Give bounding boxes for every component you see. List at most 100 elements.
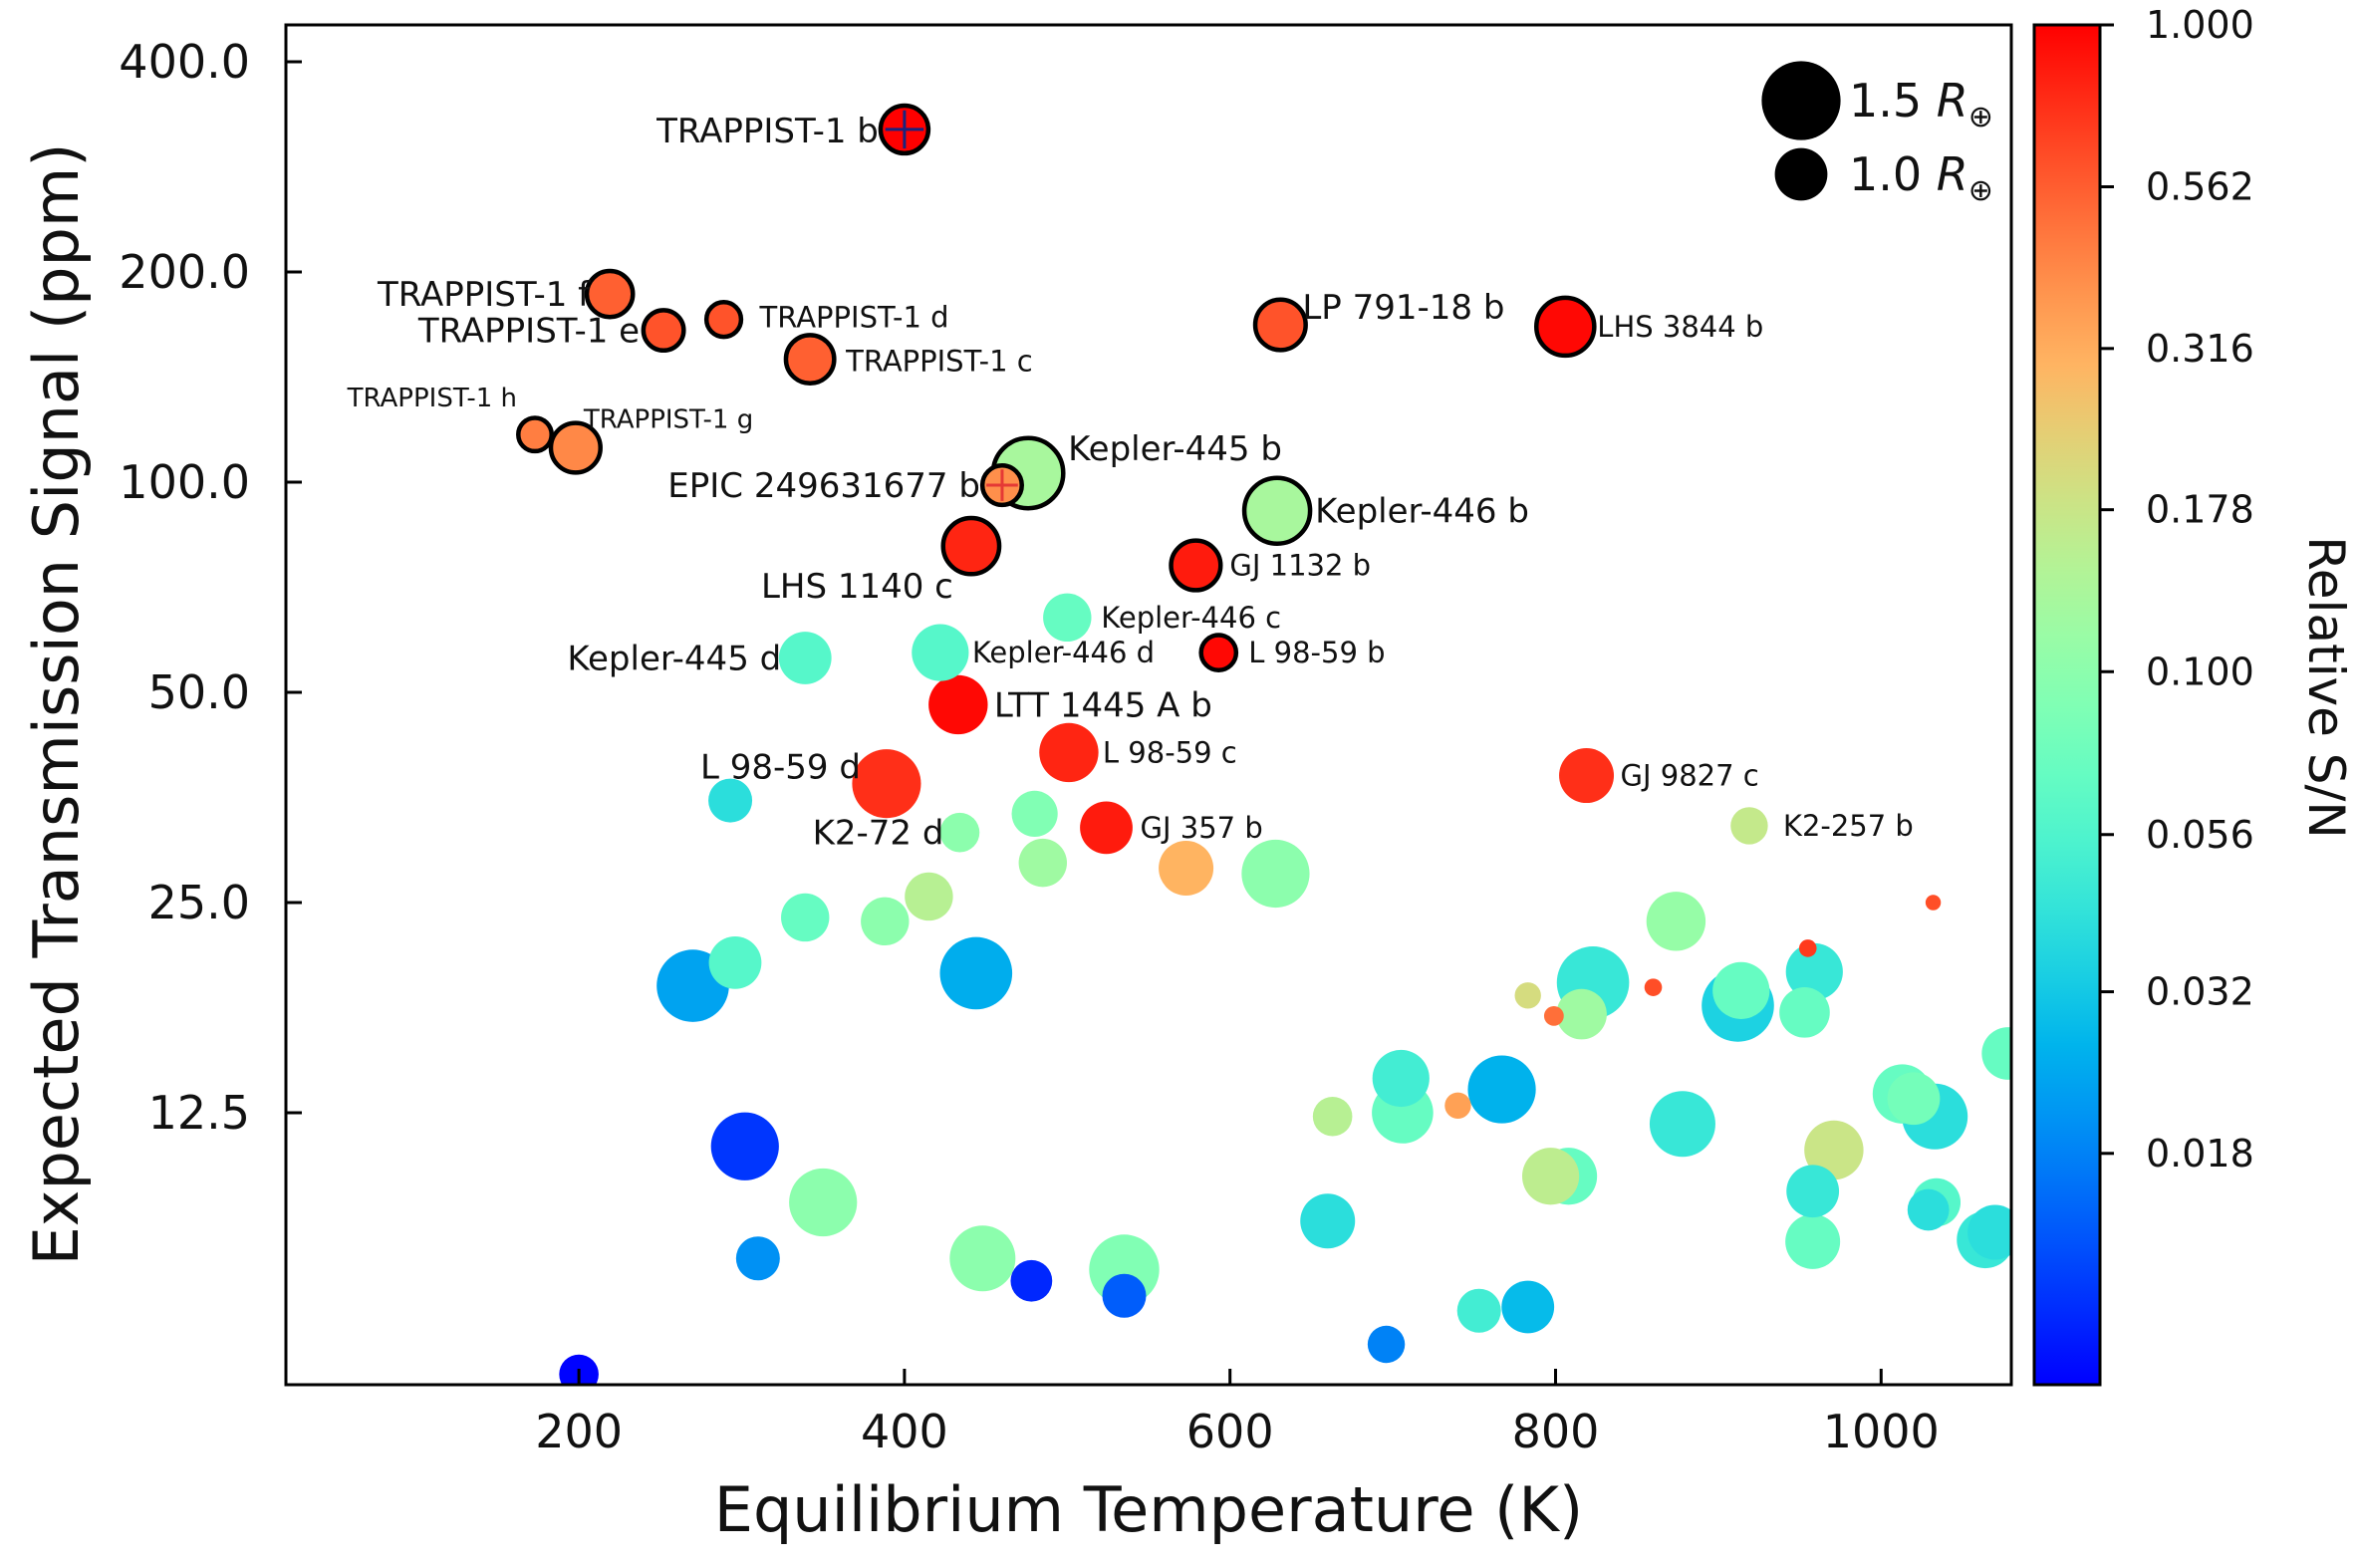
colorbar-tick-label: 0.316 bbox=[2146, 327, 2254, 371]
unlabeled-11-point bbox=[708, 936, 762, 989]
colorbar: 1.000 0.562 0.316 0.178 0.100 0.056 0.032 0.018 bbox=[2032, 3, 2254, 1387]
epic-249631677-b-label: EPIC 249631677 b bbox=[667, 466, 980, 506]
l-98-59-b-label: L 98-59 b bbox=[1248, 636, 1385, 669]
unlabeled-10-point bbox=[1925, 895, 1942, 911]
x-axis: 200 400 600 800 1000 bbox=[535, 1369, 1940, 1458]
y-tick-label: 50.0 bbox=[148, 665, 250, 719]
y-axis: 12.5 25.0 50.0 100.0 200.0 400.0 bbox=[119, 35, 302, 1140]
unlabeled-50-point bbox=[1102, 1273, 1147, 1318]
lhs-3844-b-label: LHS 3844 b bbox=[1597, 310, 1763, 344]
unlabeled-26-point bbox=[1467, 1055, 1536, 1124]
gj-357-b-point bbox=[1080, 801, 1133, 855]
unlabeled-45-point bbox=[1785, 1213, 1841, 1269]
unlabeled-41-point bbox=[1907, 1188, 1950, 1231]
unlabeled-37-point bbox=[1521, 1148, 1580, 1205]
ltt-1445-a-b-point bbox=[928, 674, 988, 735]
lhs-1140-c-label: LHS 1140 c bbox=[761, 567, 953, 607]
unlabeled-51-point bbox=[1501, 1280, 1555, 1334]
colorbar-tick-label: 0.032 bbox=[2146, 970, 2254, 1014]
unlabeled-13-point bbox=[939, 936, 1013, 1010]
trappist-1-g-point bbox=[548, 420, 603, 475]
unlabeled-17-point bbox=[1644, 978, 1663, 996]
k2-72-d-point bbox=[939, 812, 980, 853]
unlabeled-35-point bbox=[1804, 1120, 1864, 1180]
unlabeled-4-point bbox=[1159, 841, 1214, 897]
l-98-59-d-label: L 98-59 d bbox=[700, 748, 861, 788]
unlabeled-14-point bbox=[1798, 939, 1817, 957]
unlabeled-21-point bbox=[1556, 988, 1607, 1040]
x-tick-label: 400 bbox=[861, 1405, 948, 1458]
trappist-1-h-point bbox=[516, 415, 554, 454]
kepler-446-c-point bbox=[1043, 593, 1092, 643]
size-legend-label: 1.5 R⊕ bbox=[1849, 74, 1993, 134]
colorbar-tick-label: 0.056 bbox=[2146, 813, 2254, 857]
unlabeled-9-point bbox=[1646, 892, 1706, 951]
l-98-59-b-point bbox=[1198, 633, 1239, 672]
y-tick-label: 400.0 bbox=[119, 35, 250, 89]
unlabeled-46-point bbox=[735, 1236, 780, 1281]
kepler-446-d-point bbox=[912, 624, 969, 681]
gj-9827-c-point bbox=[1559, 748, 1615, 804]
unlabeled-15-point bbox=[1785, 942, 1843, 1001]
k2-257-b-label: K2-257 b bbox=[1783, 809, 1914, 843]
y-tick-label: 200.0 bbox=[119, 245, 250, 299]
l-98-59-d-point bbox=[852, 749, 921, 819]
plot-frame bbox=[284, 23, 2013, 1387]
trappist-1-f-point bbox=[584, 268, 636, 320]
unlabeled-39-point bbox=[789, 1168, 858, 1237]
unlabeled-19-point bbox=[1712, 961, 1770, 1019]
colorbar-label: Relative S/N bbox=[2297, 536, 2355, 839]
unlabeled-8-point bbox=[861, 897, 910, 946]
trappist-1-d-label: TRAPPIST-1 d bbox=[759, 301, 949, 335]
unlabeled-34-point bbox=[710, 1112, 779, 1180]
trappist-1-c-point bbox=[783, 333, 837, 387]
kepler-446-d-label: Kepler-446 d bbox=[972, 636, 1155, 669]
unlabeled-6-point bbox=[905, 872, 953, 921]
trappist-1-e-label: TRAPPIST-1 e bbox=[417, 312, 640, 352]
unlabeled-47-point bbox=[949, 1225, 1016, 1292]
lhs-3844-b-point bbox=[1534, 295, 1597, 359]
lp-791-18-b-point bbox=[1252, 297, 1308, 353]
colorbar-tick-label: 1.000 bbox=[2146, 3, 2254, 47]
unlabeled-25-point bbox=[1372, 1049, 1430, 1108]
unlabeled-53-point bbox=[1367, 1325, 1406, 1364]
y-tick-label: 100.0 bbox=[119, 455, 250, 509]
l-98-59-c-point bbox=[1039, 722, 1099, 783]
unlabeled-24-point bbox=[1981, 1027, 2011, 1080]
y-axis-label: Expected Transmission Signal (ppm) bbox=[20, 143, 93, 1266]
x-tick-label: 600 bbox=[1186, 1405, 1274, 1458]
size-legend: 1.5 R⊕ 1.0 R⊕ bbox=[1761, 61, 1993, 208]
unlabeled-3-point bbox=[1018, 838, 1067, 888]
colorbar-tick-label: 0.018 bbox=[2146, 1132, 2254, 1176]
gj-357-b-label: GJ 357 b bbox=[1141, 811, 1263, 845]
unlabeled-33-point bbox=[1649, 1091, 1715, 1158]
trappist-1-c-label: TRAPPIST-1 c bbox=[845, 345, 1033, 379]
gj-1132-b-point bbox=[1169, 538, 1223, 593]
unlabeled-5-point bbox=[1241, 839, 1310, 909]
colorbar-tick-label: 0.100 bbox=[2146, 650, 2254, 693]
unlabeled-49-point bbox=[1010, 1259, 1053, 1302]
colorbar-tick-label: 0.562 bbox=[2146, 164, 2254, 208]
gj-9827-c-label: GJ 9827 c bbox=[1621, 759, 1759, 793]
lp-791-18-b-label: LP 791-18 b bbox=[1302, 288, 1504, 328]
unlabeled-1-point bbox=[708, 778, 753, 823]
unlabeled-28-point bbox=[1887, 1072, 1941, 1126]
unlabeled-52-point bbox=[1456, 1288, 1501, 1333]
trappist-1-e-point bbox=[641, 308, 686, 354]
kepler-446-b-label: Kepler-446 b bbox=[1315, 492, 1529, 532]
l-98-59-c-label: L 98-59 c bbox=[1103, 735, 1237, 769]
x-axis-label: Equilibrium Temperature (K) bbox=[714, 1473, 1583, 1546]
unlabeled-43-point bbox=[1967, 1204, 2011, 1260]
kepler-445-d-label: Kepler-445 d bbox=[567, 640, 781, 679]
gj-1132-b-label: GJ 1132 b bbox=[1229, 549, 1371, 583]
size-legend-label: 1.0 R⊕ bbox=[1849, 147, 1993, 208]
k2-257-b-point bbox=[1730, 807, 1768, 845]
unlabeled-38-point bbox=[1786, 1165, 1840, 1218]
y-tick-label: 25.0 bbox=[148, 876, 250, 929]
trappist-1-d-point bbox=[703, 300, 744, 340]
size-legend-marker bbox=[1761, 61, 1841, 140]
k2-72-d-label: K2-72 d bbox=[813, 814, 944, 854]
